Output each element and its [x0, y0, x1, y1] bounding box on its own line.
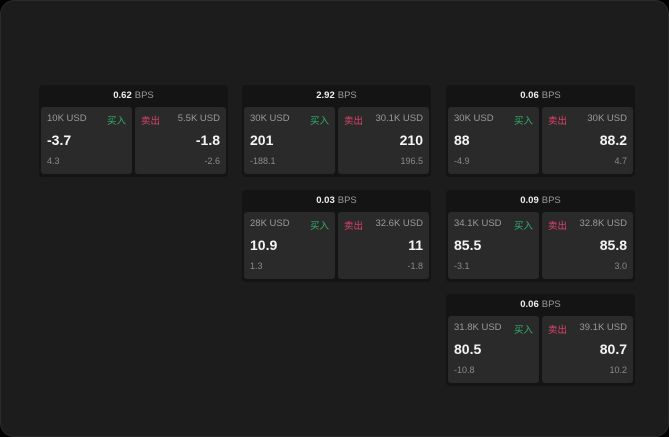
buy-quote[interactable]: 30K USD 买入 88 -4.9: [448, 107, 539, 174]
ask-change: 3.0: [614, 261, 627, 271]
ask-size: 32.6K USD: [375, 218, 423, 229]
sell-label: 卖出: [548, 221, 568, 232]
spread-header: 0.06 BPS: [446, 294, 635, 315]
spread-unit: BPS: [337, 90, 357, 101]
spread-value: 0.06: [520, 90, 539, 101]
buy-quote[interactable]: 30K USD 买入 201 -188.1: [244, 107, 335, 174]
ask-price: 80.7: [599, 341, 627, 357]
bid-change: -3.1: [454, 261, 470, 271]
ask-price: 210: [399, 132, 423, 148]
bid-price: 201: [250, 132, 274, 148]
ask-size: 39.1K USD: [579, 322, 627, 333]
quote-card: 0.06 BPS 31.8K USD 买入 80.5 -10.8 卖出 39.1K U…: [446, 294, 635, 386]
buy-label: 买入: [106, 116, 126, 127]
quote-card: 0.62 BPS 10K USD 买入 -3.7 4.3 卖出 5.5K USD -1…: [39, 85, 228, 177]
bid-change: -4.9: [454, 156, 470, 166]
ask-change: 10.2: [609, 365, 627, 375]
ask-change: 196.5: [400, 156, 423, 166]
ask-price: -1.8: [195, 132, 220, 148]
buy-label: 买入: [309, 221, 329, 232]
ask-size: 30.1K USD: [375, 113, 423, 124]
bid-size: 28K USD: [250, 218, 290, 229]
spread-unit: BPS: [541, 90, 561, 101]
spread-header: 0.09 BPS: [446, 190, 635, 211]
ask-price: 88.2: [599, 132, 627, 148]
buy-label: 买入: [309, 116, 329, 127]
spread-header: 2.92 BPS: [242, 85, 431, 106]
ask-change: 4.7: [614, 156, 627, 166]
bid-size: 30K USD: [454, 113, 494, 124]
spread-unit: BPS: [541, 195, 561, 206]
spread-value: 0.09: [520, 195, 539, 206]
bid-change: -188.1: [250, 156, 276, 166]
sell-label: 卖出: [141, 116, 161, 127]
spread-value: 2.92: [316, 90, 335, 101]
spread-unit: BPS: [134, 90, 154, 101]
bid-size: 34.1K USD: [454, 218, 502, 229]
spread-value: 0.03: [316, 195, 335, 206]
bid-change: -10.8: [454, 365, 475, 375]
ask-size: 5.5K USD: [177, 113, 220, 124]
ask-change: -2.6: [204, 156, 220, 166]
buy-quote[interactable]: 28K USD 买入 10.9 1.3: [244, 212, 335, 279]
bid-size: 30K USD: [250, 113, 290, 124]
quote-card: 0.03 BPS 28K USD 买入 10.9 1.3 卖出 32.6K USD 1…: [242, 190, 431, 282]
buy-label: 买入: [513, 221, 533, 232]
buy-quote[interactable]: 10K USD 买入 -3.7 4.3: [41, 107, 132, 174]
sell-label: 卖出: [344, 116, 364, 127]
spread-header: 0.06 BPS: [446, 85, 635, 106]
bid-price: 10.9: [250, 237, 278, 253]
buy-label: 买入: [513, 116, 533, 127]
spread-unit: BPS: [337, 195, 357, 206]
buy-label: 买入: [513, 325, 533, 336]
quote-card: 0.09 BPS 34.1K USD 买入 85.5 -3.1 卖出 32.8K US…: [446, 190, 635, 282]
bid-size: 31.8K USD: [454, 322, 502, 333]
sell-label: 卖出: [548, 325, 568, 336]
spread-value: 0.06: [520, 299, 539, 310]
spread-header: 0.62 BPS: [39, 85, 228, 106]
bid-price: 88: [454, 132, 470, 148]
sell-quote[interactable]: 卖出 32.6K USD 11 -1.8: [338, 212, 429, 279]
bid-price: 85.5: [454, 237, 482, 253]
spread-unit: BPS: [541, 299, 561, 310]
bid-change: 1.3: [250, 261, 263, 271]
sell-quote[interactable]: 卖出 39.1K USD 80.7 10.2: [542, 316, 633, 383]
sell-quote[interactable]: 卖出 32.8K USD 85.8 3.0: [542, 212, 633, 279]
ask-price: 85.8: [599, 237, 627, 253]
bid-change: 4.3: [47, 156, 60, 166]
ask-size: 30K USD: [587, 113, 627, 124]
ask-price: 11: [408, 237, 423, 253]
quote-card: 0.06 BPS 30K USD 买入 88 -4.9 卖出 30K USD 88.2…: [446, 85, 635, 177]
buy-quote[interactable]: 34.1K USD 买入 85.5 -3.1: [448, 212, 539, 279]
buy-quote[interactable]: 31.8K USD 买入 80.5 -10.8: [448, 316, 539, 383]
ask-size: 32.8K USD: [579, 218, 627, 229]
bid-price: 80.5: [454, 341, 482, 357]
spread-value: 0.62: [113, 90, 132, 101]
sell-quote[interactable]: 卖出 30K USD 88.2 4.7: [542, 107, 633, 174]
spread-header: 0.03 BPS: [242, 190, 431, 211]
bid-price: -3.7: [47, 132, 72, 148]
sell-quote[interactable]: 卖出 5.5K USD -1.8 -2.6: [135, 107, 226, 174]
ask-change: -1.8: [407, 261, 423, 271]
quote-card: 2.92 BPS 30K USD 买入 201 -188.1 卖出 30.1K USD…: [242, 85, 431, 177]
bid-size: 10K USD: [47, 113, 87, 124]
sell-label: 卖出: [344, 221, 364, 232]
sell-label: 卖出: [548, 116, 568, 127]
sell-quote[interactable]: 卖出 30.1K USD 210 196.5: [338, 107, 429, 174]
